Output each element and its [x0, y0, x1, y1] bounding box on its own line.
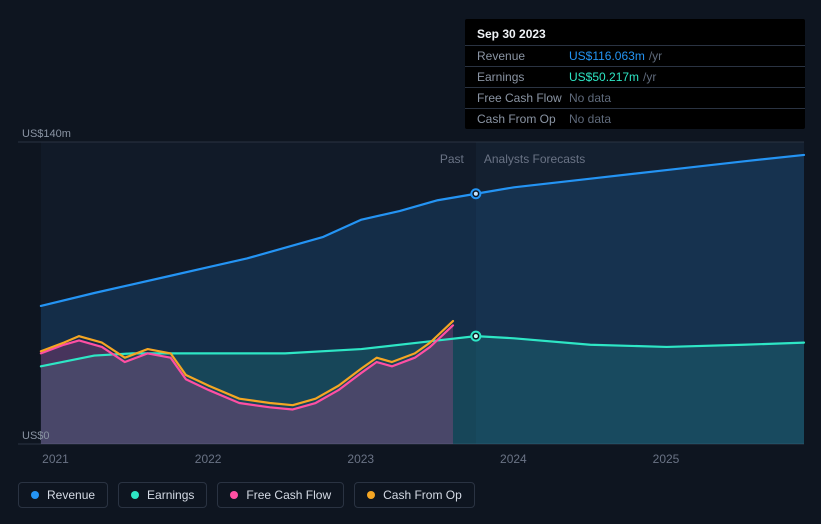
legend-label: Cash From Op [383, 488, 462, 502]
y-tick-label-max: US$140m [22, 128, 71, 140]
tooltip-row-value: No data [569, 112, 611, 126]
forecast-label: Analysts Forecasts [484, 152, 585, 166]
x-tick-label: 2022 [195, 452, 222, 466]
tooltip-date: Sep 30 2023 [465, 25, 805, 46]
tooltip-row: Cash From OpNo data [465, 109, 805, 129]
legend-label: Free Cash Flow [246, 488, 331, 502]
tooltip-row: RevenueUS$116.063m/yr [465, 46, 805, 67]
legend-item[interactable]: Free Cash Flow [217, 482, 344, 508]
past-label: Past [440, 152, 464, 166]
legend-label: Revenue [47, 488, 95, 502]
legend-swatch [230, 491, 238, 499]
legend-swatch [131, 491, 139, 499]
tooltip-row-label: Cash From Op [477, 112, 569, 126]
tooltip-row-value: US$116.063m [569, 49, 645, 63]
hover-tooltip: Sep 30 2023 RevenueUS$116.063m/yrEarning… [465, 19, 805, 129]
tooltip-row-suffix: /yr [649, 49, 662, 63]
legend-label: Earnings [147, 488, 194, 502]
tooltip-row-label: Revenue [477, 49, 569, 63]
legend-swatch [367, 491, 375, 499]
tooltip-row-value: No data [569, 91, 611, 105]
tooltip-row-suffix: /yr [643, 70, 656, 84]
y-tick-label-zero: US$0 [22, 430, 50, 442]
tooltip-row-value: US$50.217m [569, 70, 639, 84]
tooltip-row-label: Earnings [477, 70, 569, 84]
tooltip-row-label: Free Cash Flow [477, 91, 569, 105]
legend-item[interactable]: Cash From Op [354, 482, 475, 508]
tooltip-row: EarningsUS$50.217m/yr [465, 67, 805, 88]
legend-item[interactable]: Earnings [118, 482, 207, 508]
legend-swatch [31, 491, 39, 499]
legend-item[interactable]: Revenue [18, 482, 108, 508]
x-tick-label: 2024 [500, 452, 527, 466]
revenue-earnings-chart: US$140m US$0 Past Analysts Forecasts 202… [0, 0, 821, 524]
x-tick-label: 2021 [42, 452, 69, 466]
x-tick-label: 2025 [653, 452, 680, 466]
x-tick-label: 2023 [347, 452, 374, 466]
legend: Revenue Earnings Free Cash Flow Cash From O… [18, 482, 475, 508]
tooltip-row: Free Cash FlowNo data [465, 88, 805, 109]
